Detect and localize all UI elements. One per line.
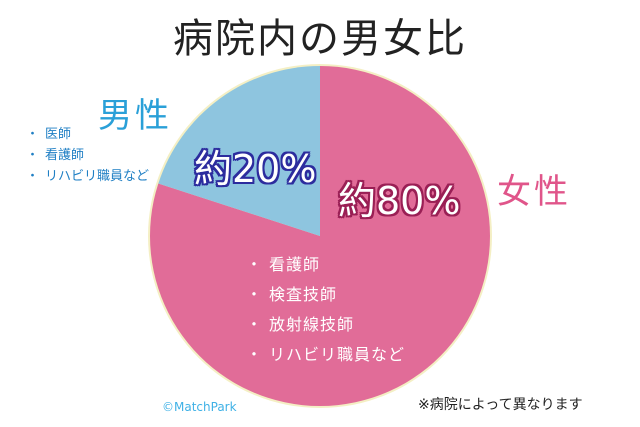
male-role-text: 看護師	[45, 148, 85, 163]
bullet: ・	[26, 148, 40, 163]
female-role-item: ・看護師	[246, 250, 405, 280]
bullet: ・	[26, 169, 40, 184]
chart-title: 病院内の男女比	[173, 16, 467, 62]
bullet: ・	[246, 255, 264, 274]
female-role-item: ・放射線技師	[246, 310, 405, 340]
male-slice-value-label: 約20%	[194, 147, 317, 191]
bullet: ・	[246, 345, 264, 364]
female-legend-label: 女性	[497, 172, 571, 212]
male-role-list: ・医師 ・看護師 ・リハビリ職員など	[26, 124, 149, 187]
copyright-credit: ©MatchPark	[162, 400, 237, 414]
female-role-text: 看護師	[269, 255, 321, 274]
bullet: ・	[26, 127, 40, 142]
female-role-item: ・検査技師	[246, 280, 405, 310]
female-slice-value-label: 約80%	[338, 179, 461, 223]
male-role-item: ・リハビリ職員など	[26, 166, 149, 187]
female-role-text: 放射線技師	[269, 315, 355, 334]
male-role-text: リハビリ職員など	[45, 169, 150, 184]
bullet: ・	[246, 315, 264, 334]
male-role-text: 医師	[45, 127, 72, 142]
female-role-item: ・リハビリ職員など	[246, 340, 405, 370]
female-role-text: リハビリ職員など	[269, 345, 406, 364]
pie-slice-male	[158, 66, 320, 236]
female-role-text: 検査技師	[269, 285, 338, 304]
male-legend-label: 男性	[98, 96, 172, 136]
female-role-list: ・看護師 ・検査技師 ・放射線技師 ・リハビリ職員など	[246, 250, 405, 370]
footnote: ※病院によって異なります	[418, 397, 583, 413]
bullet: ・	[246, 285, 264, 304]
male-role-item: ・医師	[26, 124, 149, 145]
male-role-item: ・看護師	[26, 145, 149, 166]
